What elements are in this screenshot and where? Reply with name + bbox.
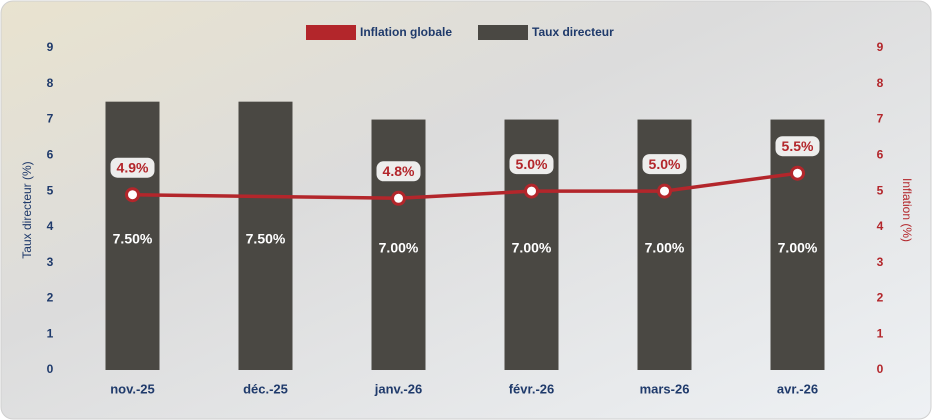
label-box xyxy=(642,154,687,175)
y2-tick-label: 6 xyxy=(877,148,884,162)
line-marker xyxy=(391,190,406,206)
y-tick-label: 4 xyxy=(47,219,54,233)
bar xyxy=(238,101,293,371)
label-box xyxy=(376,161,421,182)
line-value-label: 5.5% xyxy=(782,138,814,154)
legend-swatch xyxy=(478,25,528,40)
line-marker xyxy=(790,165,805,181)
legend-label: Inflation globale xyxy=(360,25,452,39)
x-tick-label: déc.-25 xyxy=(243,381,288,396)
line-value-label: 5.0% xyxy=(649,156,681,172)
line-marker xyxy=(657,183,672,199)
line-marker xyxy=(524,183,539,199)
line-marker xyxy=(125,187,140,203)
y2-tick-label: 7 xyxy=(877,112,884,126)
y2-tick-label: 2 xyxy=(877,291,884,305)
line-value-label: 4.8% xyxy=(383,163,415,179)
y2-tick-label: 4 xyxy=(877,219,884,233)
y-tick-label: 7 xyxy=(47,112,54,126)
legend-swatch xyxy=(306,25,356,40)
y-tick-label: 9 xyxy=(47,40,54,54)
y2-tick-label: 3 xyxy=(877,255,884,269)
y-tick-label: 3 xyxy=(47,255,54,269)
y-tick-label: 5 xyxy=(47,183,54,197)
label-box xyxy=(775,136,820,157)
bar-value-label: 7.00% xyxy=(778,239,818,255)
bar-value-label: 7.00% xyxy=(379,239,419,255)
bar-value-label: 7.50% xyxy=(246,231,286,247)
label-box xyxy=(509,154,554,175)
y-tick-label: 6 xyxy=(47,148,54,162)
y2-tick-label: 5 xyxy=(877,183,884,197)
y2-tick-label: 8 xyxy=(877,76,884,90)
bar-value-label: 7.50% xyxy=(113,231,153,247)
bar-value-label: 7.00% xyxy=(645,239,685,255)
bar-value-label: 7.00% xyxy=(512,239,552,255)
x-tick-label: févr.-26 xyxy=(509,381,555,396)
line-value-label: 4.9% xyxy=(117,159,149,175)
line xyxy=(132,171,798,201)
y2-axis-title: Inflation (%) xyxy=(900,178,914,242)
y2-tick-label: 0 xyxy=(877,362,884,376)
y-tick-label: 8 xyxy=(47,76,54,90)
y-tick-label: 1 xyxy=(47,326,54,340)
y-axis-title: Taux directeur (%) xyxy=(20,161,34,258)
x-tick-label: mars-26 xyxy=(640,381,690,396)
y2-tick-label: 9 xyxy=(877,40,884,54)
line-value-label: 5.0% xyxy=(516,156,548,172)
bar xyxy=(770,119,825,370)
x-tick-label: nov.-25 xyxy=(110,381,155,396)
bar xyxy=(105,101,160,371)
y-tick-label: 2 xyxy=(47,291,54,305)
y-tick-label: 0 xyxy=(47,362,54,376)
x-tick-label: avr.-26 xyxy=(777,381,818,396)
x-tick-label: janv.-26 xyxy=(374,381,422,396)
legend-label: Taux directeur xyxy=(532,25,614,39)
y2-tick-label: 1 xyxy=(877,326,884,340)
label-box xyxy=(110,157,155,178)
